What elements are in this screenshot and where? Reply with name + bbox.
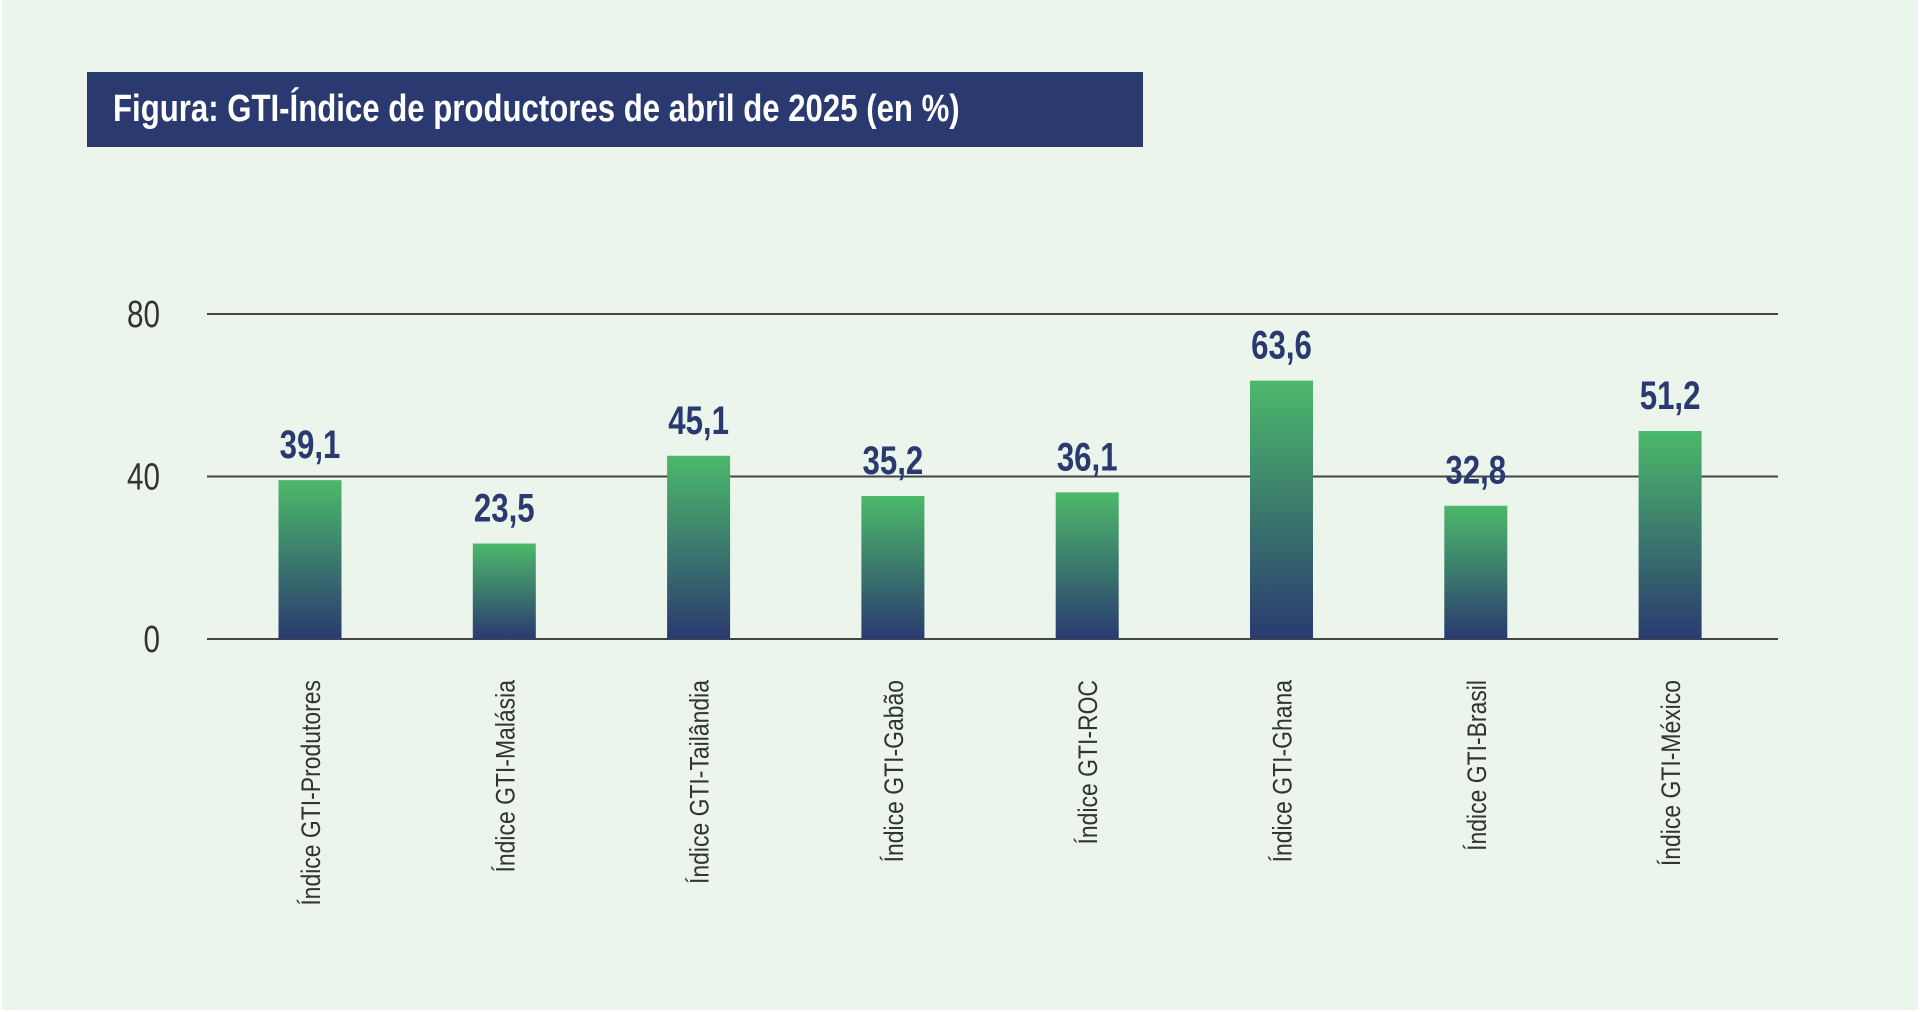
data-label: 51,2 [1640,373,1701,418]
x-tick-label: Índice GTI-Ghana [1267,680,1298,862]
x-tick-label: Índice GTI-Gabão [878,680,909,862]
x-tick-label: Índice GTI-Brasil [1461,680,1492,851]
bar [278,480,342,639]
data-label: 35,2 [863,438,924,483]
chart-title-box: Figura: GTI-Índice de productores de abr… [87,72,1143,147]
data-label: 32,8 [1445,448,1506,493]
bar [1055,492,1119,639]
x-tick-label: Índice GTI-Produtores [295,680,326,906]
data-label: 23,5 [474,486,535,531]
bar [667,455,731,639]
y-tick-label: 40 [127,456,160,498]
x-tick-label: Índice GTI-Malásia [490,680,521,873]
data-label: 63,6 [1251,323,1312,368]
y-tick-label: 0 [144,619,160,661]
labels: 0 40 80 39,1 Índice GTI-Produtores 23,5 Índice… [127,294,1700,906]
x-tick-label: Índice GTI-ROC [1072,680,1103,844]
data-label: 39,1 [280,422,341,467]
bars [278,380,1702,639]
gridlines [207,313,1778,640]
x-tick-label: Índice GTI-Tailândia [684,680,715,884]
x-tick-label: Índice GTI-México [1655,680,1686,866]
bar [861,496,925,639]
bar [472,543,536,639]
bar [1444,505,1508,639]
bar [1638,431,1702,639]
y-tick-label: 80 [127,294,160,336]
data-label: 36,1 [1057,435,1118,480]
data-label: 45,1 [668,398,729,443]
bar [1250,380,1313,639]
chart-title: Figura: GTI-Índice de productores de abr… [113,88,960,130]
